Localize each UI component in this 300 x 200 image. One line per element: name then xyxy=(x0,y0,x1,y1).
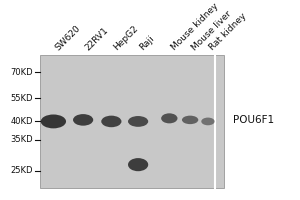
Text: 25KD: 25KD xyxy=(11,166,33,175)
Text: HepG2: HepG2 xyxy=(111,24,140,52)
Text: Mouse kidney: Mouse kidney xyxy=(169,1,220,52)
Text: Rat kidney: Rat kidney xyxy=(208,11,248,52)
Ellipse shape xyxy=(201,118,214,125)
Bar xyxy=(40,55,224,188)
Text: Raji: Raji xyxy=(138,34,156,52)
Text: 55KD: 55KD xyxy=(11,94,33,103)
Text: 22RV1: 22RV1 xyxy=(83,25,110,52)
Text: 70KD: 70KD xyxy=(11,68,33,77)
Ellipse shape xyxy=(128,116,148,127)
Text: Mouse liver: Mouse liver xyxy=(190,9,233,52)
Text: 40KD: 40KD xyxy=(11,117,33,126)
Ellipse shape xyxy=(73,114,93,126)
Text: 35KD: 35KD xyxy=(11,135,33,144)
Text: SW620: SW620 xyxy=(53,23,82,52)
Ellipse shape xyxy=(41,114,66,128)
Ellipse shape xyxy=(161,113,178,123)
Ellipse shape xyxy=(182,116,198,124)
Ellipse shape xyxy=(101,116,122,127)
Ellipse shape xyxy=(128,158,148,171)
Text: POU6F1: POU6F1 xyxy=(233,115,274,125)
